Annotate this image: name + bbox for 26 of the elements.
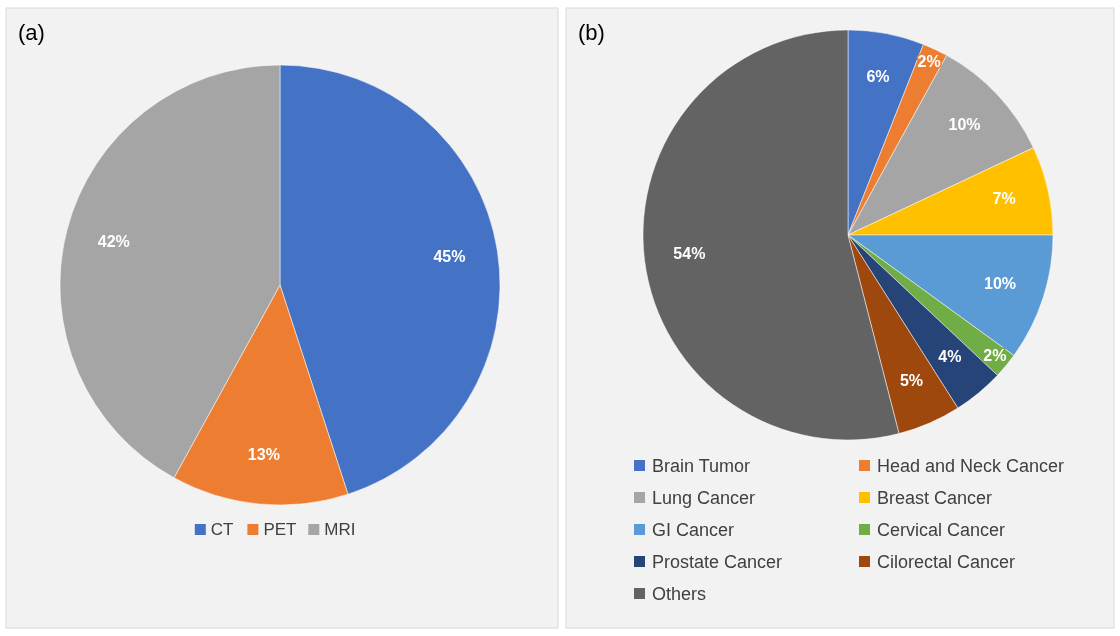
data-label: 13%: [247, 446, 280, 464]
legend-label: Cervical Cancer: [877, 520, 1006, 540]
legend-label: Head and Neck Cancer: [877, 456, 1065, 476]
legend-label: Others: [652, 584, 707, 604]
legend-label: GI Cancer: [652, 520, 735, 540]
legend-label: PET: [263, 520, 297, 539]
data-label: 54%: [673, 245, 706, 263]
data-label: 10%: [948, 115, 981, 133]
data-label: 2%: [917, 52, 941, 70]
data-label: 10%: [984, 274, 1017, 292]
data-label: 4%: [938, 348, 962, 366]
legend-label: Brain Tumor: [652, 456, 751, 476]
legend-label: Prostate Cancer: [652, 552, 783, 572]
data-label: 42%: [97, 232, 130, 250]
data-label: 45%: [433, 248, 466, 266]
data-label: 5%: [899, 371, 924, 389]
legend-label: Cilorectal Cancer: [877, 552, 1016, 572]
chart-title: (b): [578, 20, 605, 45]
legend-label: CT: [210, 520, 234, 539]
data-label: 7%: [992, 190, 1016, 208]
data-label: 6%: [866, 68, 890, 86]
legend-label: Breast Cancer: [877, 488, 993, 508]
chart-title: (a): [18, 20, 45, 45]
legend-label: Lung Cancer: [652, 488, 756, 508]
data-label: 2%: [983, 346, 1007, 364]
legend-label: MRI: [324, 520, 356, 539]
